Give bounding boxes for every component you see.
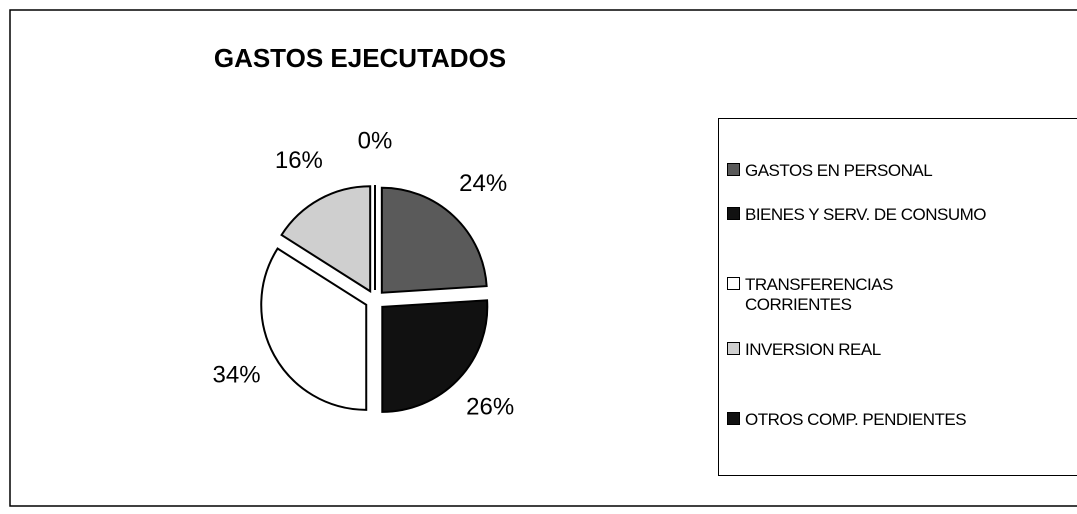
legend-label: GASTOS EN PERSONAL <box>745 161 933 180</box>
legend: GASTOS EN PERSONAL BIENES Y SERV. DE CONS… <box>718 118 1077 476</box>
legend-swatch <box>727 163 740 176</box>
data-label: 26% <box>466 394 514 421</box>
pie-slice <box>260 247 368 411</box>
legend-label: TRANSFERENCIAS CORRIENTES <box>745 275 893 314</box>
data-label: 0% <box>358 127 393 154</box>
legend-item: TRANSFERENCIAS CORRIENTES <box>727 275 945 315</box>
legend-swatch <box>727 412 740 425</box>
chart-frame <box>9 9 1077 507</box>
pie-slice <box>280 185 372 294</box>
data-label: 34% <box>213 361 261 388</box>
legend-item: INVERSION REAL <box>727 340 881 360</box>
data-label: 24% <box>459 170 507 197</box>
legend-item: BIENES Y SERV. DE CONSUMO <box>727 205 987 225</box>
legend-item: GASTOS EN PERSONAL <box>727 161 933 181</box>
legend-swatch <box>727 207 740 220</box>
legend-swatch <box>727 342 740 355</box>
chart-title: GASTOS EJECUTADOS <box>214 43 506 73</box>
legend-label: INVERSION REAL <box>745 340 881 359</box>
legend-item: OTROS COMP. PENDIENTES <box>727 410 967 430</box>
data-label: 16% <box>275 147 323 174</box>
pie-slice <box>380 186 488 294</box>
legend-label: OTROS COMP. PENDIENTES <box>745 410 967 429</box>
legend-label: BIENES Y SERV. DE CONSUMO <box>745 205 987 224</box>
pie-slice <box>381 299 489 413</box>
legend-swatch <box>727 277 740 290</box>
